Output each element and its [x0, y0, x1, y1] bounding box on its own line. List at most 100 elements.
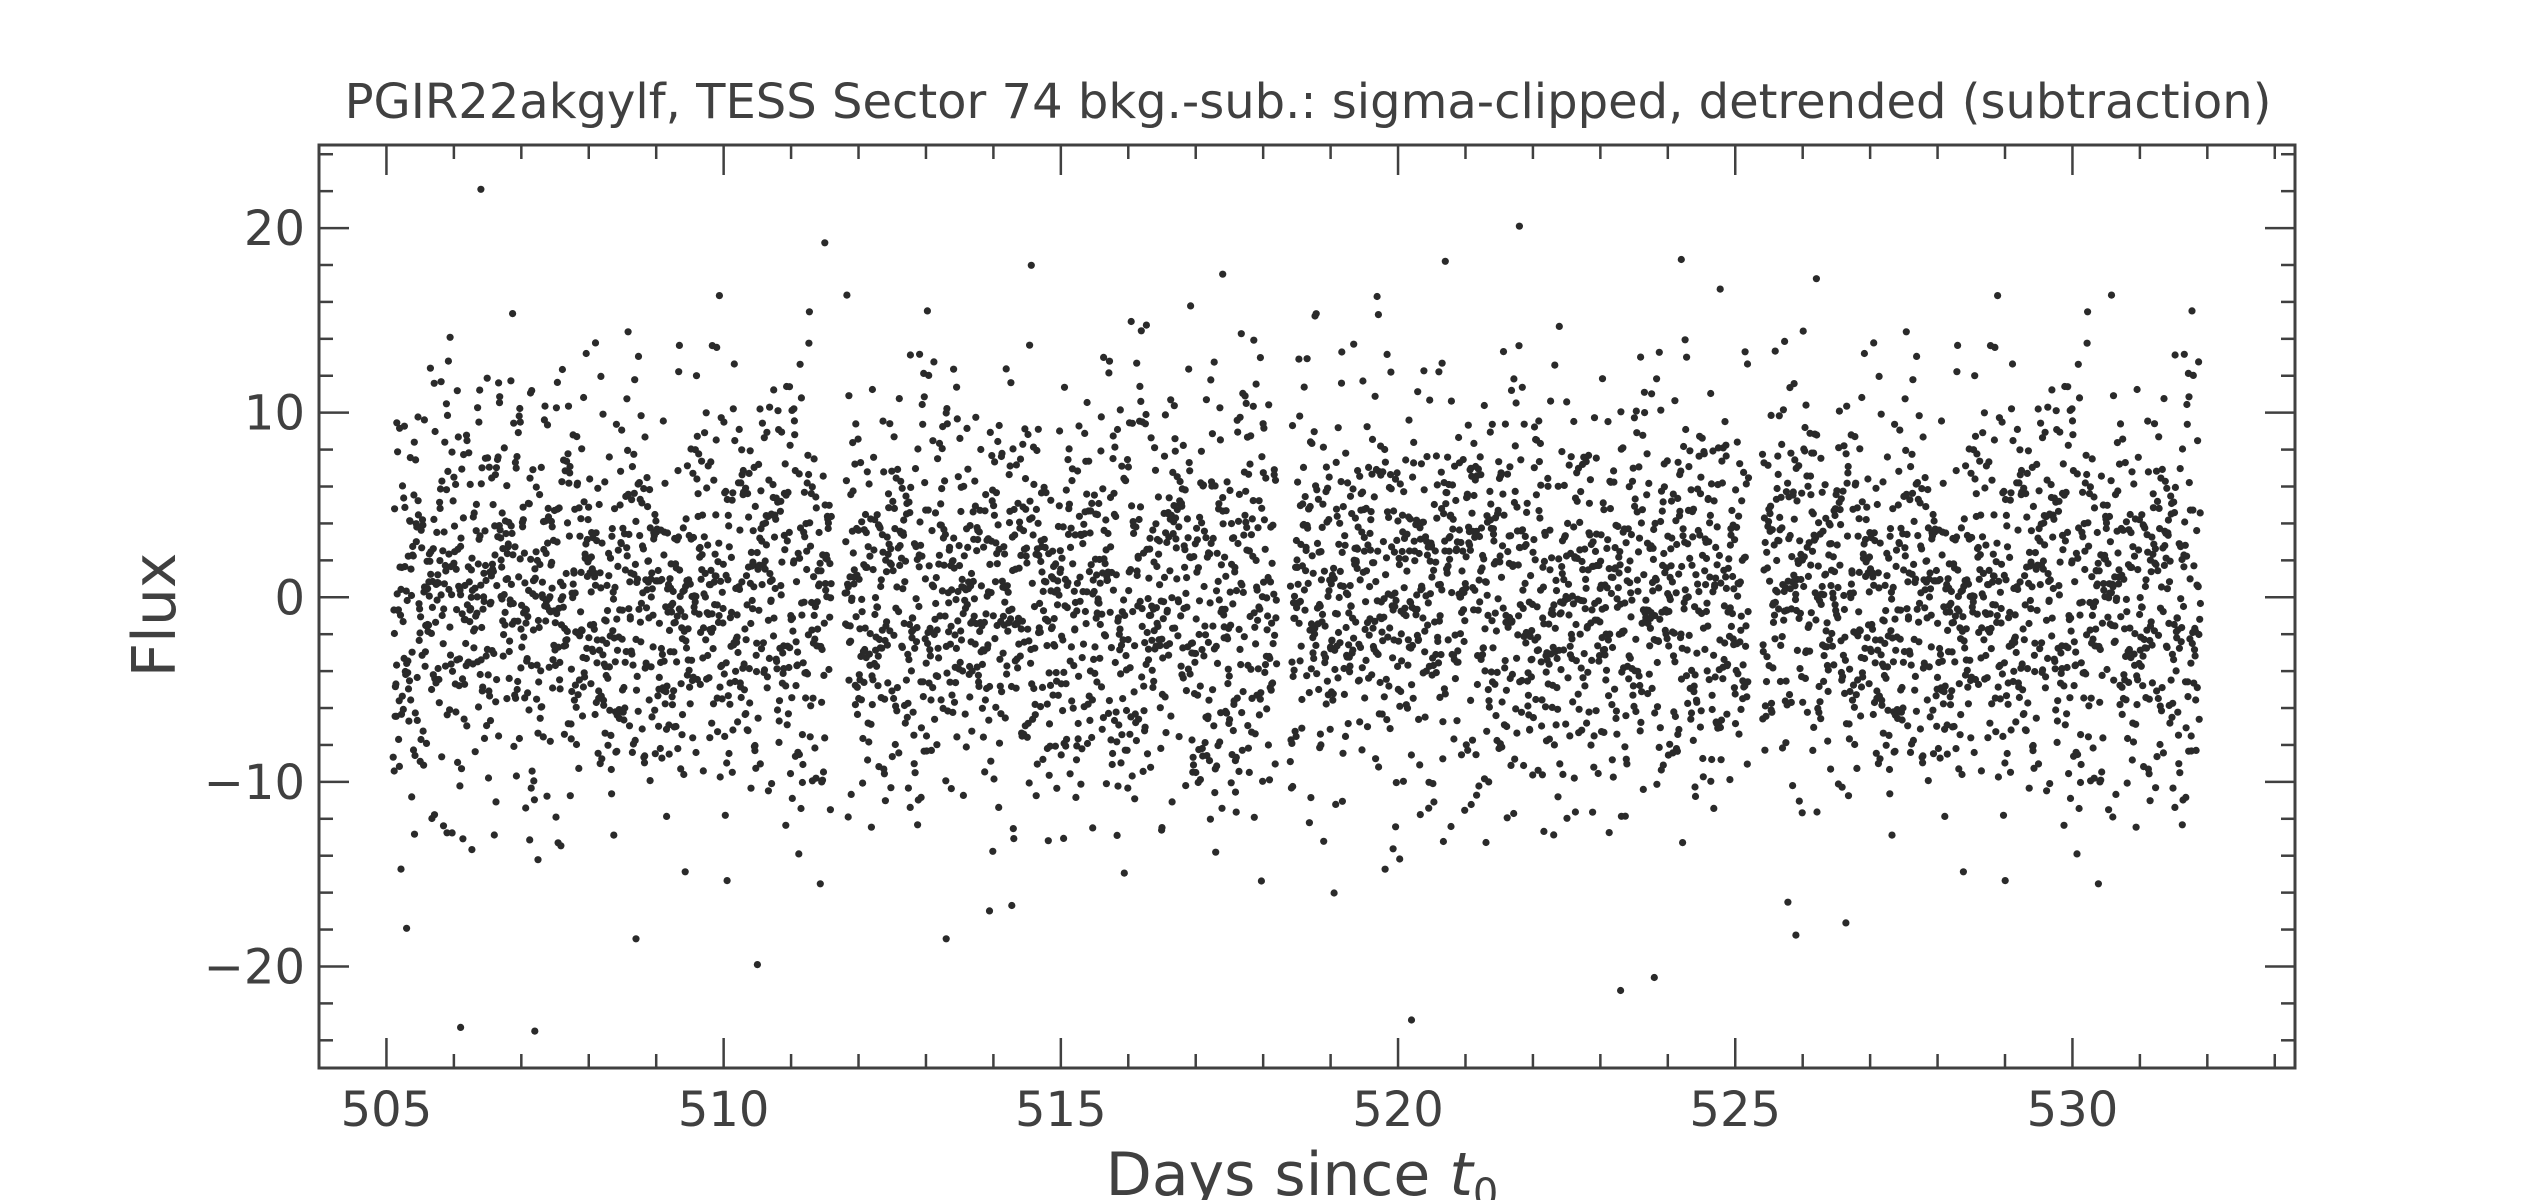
- data-point: [1621, 599, 1629, 607]
- data-point: [474, 404, 482, 412]
- data-point: [1349, 485, 1357, 493]
- data-point: [849, 439, 857, 447]
- data-point: [600, 701, 608, 709]
- data-point: [797, 804, 805, 813]
- data-point: [1151, 466, 1160, 474]
- data-point: [845, 676, 853, 684]
- data-point: [434, 664, 442, 673]
- data-point: [1708, 705, 1716, 714]
- data-point: [390, 629, 398, 638]
- data-point: [1229, 600, 1237, 608]
- data-point: [1916, 499, 1924, 507]
- data-point: [1918, 545, 1926, 553]
- data-point: [1381, 458, 1389, 466]
- data-point: [1271, 476, 1280, 484]
- data-point: [2154, 567, 2162, 575]
- data-point: [1824, 666, 1832, 674]
- data-point: [605, 663, 614, 671]
- data-point: [1729, 572, 1737, 581]
- data-point: [1346, 492, 1355, 500]
- data-point: [407, 696, 415, 704]
- data-point: [1726, 541, 1734, 549]
- data-point: [1004, 627, 1012, 635]
- data-point: [2068, 405, 2076, 413]
- data-point: [987, 589, 995, 597]
- data-point: [1243, 523, 1251, 532]
- data-point: [580, 498, 588, 506]
- data-point: [877, 582, 885, 591]
- data-point: [744, 490, 752, 498]
- data-point: [2183, 552, 2191, 560]
- data-point: [1885, 731, 1893, 740]
- data-point: [1448, 481, 1457, 489]
- data-point: [2164, 516, 2172, 524]
- data-point: [2013, 425, 2021, 433]
- data-point: [607, 765, 615, 774]
- data-point: [449, 497, 457, 505]
- data-point: [1535, 417, 1543, 425]
- data-point: [2112, 790, 2120, 799]
- data-point: [444, 467, 452, 475]
- data-point: [1982, 651, 1990, 660]
- data-point: [820, 619, 828, 627]
- data-point: [1827, 765, 1835, 773]
- data-point: [1515, 342, 1523, 350]
- data-point: [427, 629, 435, 638]
- data-point: [1849, 681, 1858, 689]
- data-point: [1649, 544, 1657, 552]
- data-point: [466, 480, 474, 488]
- data-point: [1559, 770, 1567, 779]
- data-point: [1509, 561, 1517, 569]
- data-point: [1659, 761, 1667, 769]
- data-point: [1604, 418, 1612, 426]
- data-point: [1398, 657, 1406, 665]
- data-point: [1904, 578, 1912, 586]
- data-point: [1083, 588, 1091, 596]
- data-point: [1903, 530, 1911, 539]
- data-point: [417, 735, 425, 744]
- data-point: [2178, 821, 2186, 829]
- data-point: [790, 557, 798, 565]
- data-point: [1152, 604, 1160, 612]
- data-point: [1675, 725, 1683, 734]
- data-point: [1761, 538, 1769, 547]
- data-point: [1437, 468, 1445, 476]
- data-point: [505, 674, 513, 683]
- data-point: [1455, 433, 1463, 442]
- data-point: [1173, 575, 1181, 583]
- data-point: [826, 613, 834, 621]
- data-point: [1179, 674, 1187, 682]
- data-point: [2069, 431, 2077, 439]
- data-point: [2044, 654, 2052, 663]
- data-point: [1003, 662, 1011, 670]
- data-point: [2102, 524, 2110, 533]
- data-point: [821, 239, 829, 247]
- data-point: [784, 710, 793, 718]
- data-point: [2160, 561, 2168, 570]
- data-point: [1043, 700, 1051, 708]
- data-point: [1245, 768, 1253, 777]
- data-point: [621, 566, 630, 574]
- data-point: [2032, 714, 2040, 722]
- data-point: [1263, 705, 1271, 713]
- data-point: [2068, 417, 2077, 425]
- data-point: [665, 750, 673, 758]
- data-point: [437, 591, 445, 599]
- data-point: [1636, 681, 1644, 690]
- data-point: [796, 554, 804, 562]
- data-point: [1332, 800, 1340, 809]
- data-point: [963, 601, 971, 609]
- data-point: [1384, 633, 1392, 641]
- data-point: [1330, 889, 1338, 897]
- data-point: [1553, 684, 1561, 692]
- data-point: [438, 753, 446, 761]
- data-point: [1737, 612, 1745, 620]
- data-point: [710, 476, 718, 484]
- data-point: [1050, 615, 1058, 623]
- data-point: [432, 618, 440, 626]
- data-point: [1390, 548, 1398, 556]
- data-point: [453, 387, 461, 395]
- data-point: [1375, 763, 1383, 771]
- data-point: [1395, 561, 1403, 569]
- data-point: [677, 765, 685, 773]
